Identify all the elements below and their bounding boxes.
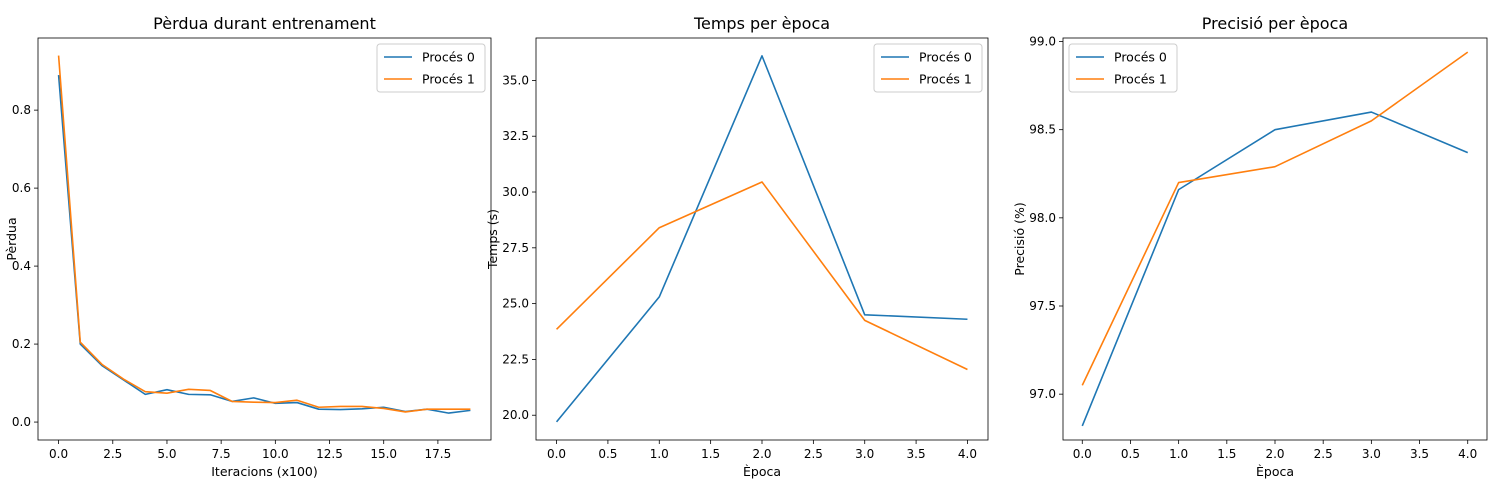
axes-frame <box>1062 37 1488 441</box>
legend-box <box>376 43 486 93</box>
axes-frame <box>535 37 989 441</box>
legend-label: Procés 1 <box>919 72 972 87</box>
x-axis-label: Època <box>1256 464 1294 479</box>
y-tick-label: 97.5 <box>1029 299 1056 313</box>
chart-0: Pèrdua durant entrenament 0.0 2.5 5.0 7.5 10.… <box>4 14 492 479</box>
x-axis-label: Època <box>743 464 781 479</box>
legend-label: Procés 1 <box>422 72 475 87</box>
y-tick-label: 0.2 <box>12 337 31 351</box>
chart-2: Precisió per època 0.0 0.5 1.0 1.5 2.0 2.5 3.0 3… <box>1012 14 1488 479</box>
y-axis-label: Precisió (%) <box>1012 202 1027 275</box>
series-line-0 <box>555 55 968 423</box>
legend-box <box>873 43 983 93</box>
chart-title: Pèrdua durant entrenament <box>153 14 376 33</box>
legend-box <box>1068 43 1178 93</box>
chart-title: Precisió per època <box>1202 14 1348 33</box>
y-tick-label: 32.5 <box>502 129 529 143</box>
x-tick-label: 0.0 <box>547 447 566 461</box>
x-tick-label: 2.5 <box>103 447 122 461</box>
y-tick-label: 22.5 <box>502 352 529 366</box>
y-tick-label: 0.0 <box>12 415 31 429</box>
y-tick-label: 20.0 <box>502 408 529 422</box>
x-tick-label: 2.5 <box>804 447 823 461</box>
y-tick-label: 25.0 <box>502 297 529 311</box>
x-tick-label: 3.0 <box>1362 447 1381 461</box>
series-line-1 <box>57 55 471 413</box>
x-tick-label: 0.0 <box>1073 447 1092 461</box>
x-tick-label: 3.0 <box>855 447 874 461</box>
y-tick-label: 30.0 <box>502 185 529 199</box>
y-tick-label: 98.0 <box>1029 211 1056 225</box>
y-axis-label: Temps (s) <box>485 209 500 270</box>
chart-title: Temps per època <box>693 14 830 33</box>
series-line-0 <box>57 74 471 414</box>
y-tick-label: 97.0 <box>1029 387 1056 401</box>
x-tick-label: 0.5 <box>1121 447 1140 461</box>
series-line-1 <box>555 181 968 371</box>
legend-label: Procés 0 <box>919 50 972 65</box>
x-tick-label: 2.0 <box>752 447 771 461</box>
x-tick-label: 15.0 <box>370 447 397 461</box>
x-tick-label: 1.5 <box>1217 447 1236 461</box>
y-tick-label: 35.0 <box>502 73 529 87</box>
x-tick-label: 1.0 <box>650 447 669 461</box>
x-tick-label: 2.0 <box>1265 447 1284 461</box>
y-axis-label: Pèrdua <box>4 217 19 260</box>
y-tick-label: 0.4 <box>12 259 31 273</box>
chart-1: Temps per època 0.0 0.5 1.0 1.5 2.0 2.5 3.0 3.5 4… <box>485 14 989 479</box>
x-tick-label: 1.0 <box>1169 447 1188 461</box>
y-tick-label: 0.8 <box>12 103 31 117</box>
x-tick-label: 12.5 <box>316 447 343 461</box>
x-tick-label: 4.0 <box>1458 447 1477 461</box>
x-tick-label: 17.5 <box>425 447 452 461</box>
y-tick-label: 27.5 <box>502 241 529 255</box>
x-tick-label: 7.5 <box>212 447 231 461</box>
legend: Procés 0 Procés 1 <box>376 43 486 93</box>
x-tick-label: 2.5 <box>1314 447 1333 461</box>
series-line-0 <box>1081 111 1469 427</box>
legend: Procés 0 Procés 1 <box>873 43 983 93</box>
y-tick-label: 99.0 <box>1029 35 1056 49</box>
x-tick-label: 3.5 <box>907 447 926 461</box>
y-tick-label: 98.5 <box>1029 123 1056 137</box>
legend: Procés 0 Procés 1 <box>1068 43 1178 93</box>
x-tick-label: 1.5 <box>701 447 720 461</box>
x-tick-label: 0.0 <box>49 447 68 461</box>
x-tick-label: 0.5 <box>598 447 617 461</box>
legend-label: Procés 1 <box>1114 72 1167 87</box>
axes-frame <box>37 37 492 441</box>
y-tick-label: 0.6 <box>12 181 31 195</box>
x-tick-label: 4.0 <box>958 447 977 461</box>
x-tick-label: 5.0 <box>157 447 176 461</box>
series-line-1 <box>1081 51 1469 386</box>
x-tick-label: 3.5 <box>1410 447 1429 461</box>
legend-label: Procés 0 <box>1114 50 1167 65</box>
x-axis-label: Iteracions (x100) <box>211 464 318 479</box>
x-tick-label: 10.0 <box>262 447 289 461</box>
legend-label: Procés 0 <box>422 50 475 65</box>
